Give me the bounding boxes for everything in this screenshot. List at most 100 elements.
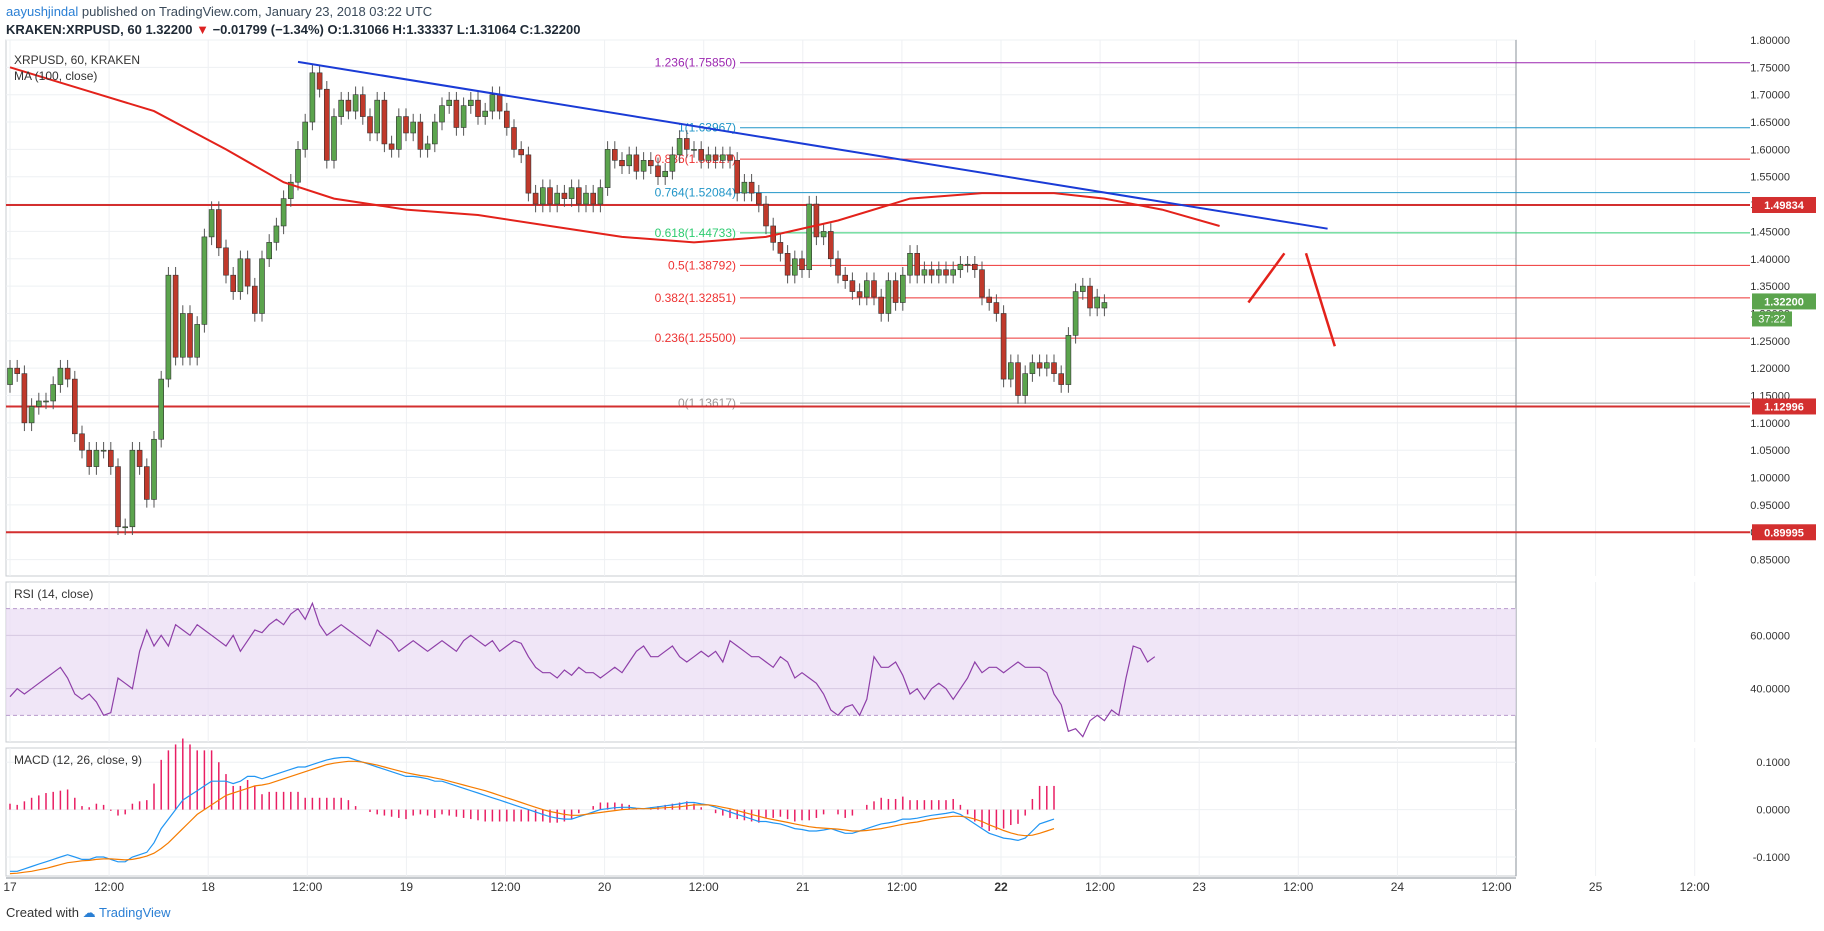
candle [381,99,388,145]
candle [496,94,503,112]
candle [295,149,301,183]
candle [626,154,633,167]
author-link[interactable]: aayushjindal [6,4,79,19]
candle [244,258,251,287]
candle [611,149,618,161]
x-tick-label: 18 [202,880,216,894]
candle [431,121,438,145]
candle [1051,362,1057,374]
candle [525,154,532,194]
candle [568,187,575,199]
tradingview-brand[interactable]: TradingView [99,905,171,920]
projection-arrow [1247,252,1286,304]
footer: Created with ☁ TradingView [6,905,171,921]
candle [345,99,352,112]
candle [1072,291,1079,336]
macd-line [10,756,1055,872]
candle [287,181,294,199]
y-tick-label: 0.85000 [1750,555,1790,567]
candle [417,121,424,150]
y-tick-label: 1.10000 [1750,418,1790,430]
candle [935,269,942,276]
candle [755,192,762,205]
candle [57,367,64,385]
candle [93,449,100,467]
x-tick-label: 23 [1193,880,1207,894]
y-tick-label: 1.45000 [1750,226,1790,238]
y-tick-label: 1.00000 [1750,473,1790,485]
candle [979,269,985,298]
candle [835,258,841,276]
candle [791,258,798,276]
candle [144,466,150,500]
candle [446,99,453,106]
candle [640,160,647,172]
x-tick-label: 12:00 [1085,880,1115,894]
candle [669,154,676,172]
countdown-badge [1752,311,1792,327]
countdown-label: 37:22 [1758,313,1786,325]
candle [1029,362,1036,374]
candle [266,242,273,260]
x-tick-label: 12:00 [490,880,520,894]
candle [122,526,128,529]
candle [158,378,164,440]
candle [14,367,20,374]
candle [151,438,157,500]
candle [50,384,57,402]
candle [784,253,791,276]
candle [482,110,489,117]
candle [187,313,193,358]
candle [374,99,381,134]
candle [777,242,784,254]
fib-level-label: 0.618(1.44733) [655,226,736,240]
candle [892,280,899,303]
candle [252,285,258,314]
candle [705,154,712,161]
candle [367,116,373,134]
y-tick-label: 1.55000 [1750,172,1790,184]
symbol-line: KRAKEN:XRPUSD, 60 1.32200 ▼ −0.01799 (−1… [6,22,580,37]
candle [878,296,885,314]
candle [907,253,913,276]
candle [194,324,200,358]
candle [172,274,179,358]
candle [86,449,92,467]
candle [1094,296,1100,309]
fib-level-label: 0.764(1.52084) [655,186,736,200]
x-tick-label: 17 [3,880,17,894]
y-tick-label: 1.35000 [1750,281,1790,293]
candle [1015,362,1021,396]
candle [180,313,186,358]
candle [662,170,669,178]
candle [575,187,582,205]
candle [957,263,964,271]
candle [129,449,136,528]
candle [604,149,611,188]
candle [813,203,820,238]
candle [539,187,546,205]
candle [136,449,143,467]
y-tick-label: 0.95000 [1750,500,1790,512]
x-tick-label: 24 [1391,880,1405,894]
candle [914,253,921,276]
candle [453,99,460,128]
candle [633,154,640,172]
candle [1065,335,1072,385]
current-price-label: 1.32200 [1764,296,1804,308]
level-badge [1752,398,1816,415]
candle [856,291,863,298]
fib-level-label: 0(1.13617) [678,396,736,410]
candle [511,127,517,150]
candle [820,231,827,238]
candle [655,165,661,178]
candle [1087,285,1093,309]
x-tick-label: 19 [400,880,414,894]
x-tick-label: 20 [598,880,612,894]
macd-tick-label: 0.0000 [1756,805,1790,817]
x-tick-label: 12:00 [1481,880,1511,894]
candle [554,192,561,205]
fib-level-label: 0.5(1.38792) [668,258,736,272]
